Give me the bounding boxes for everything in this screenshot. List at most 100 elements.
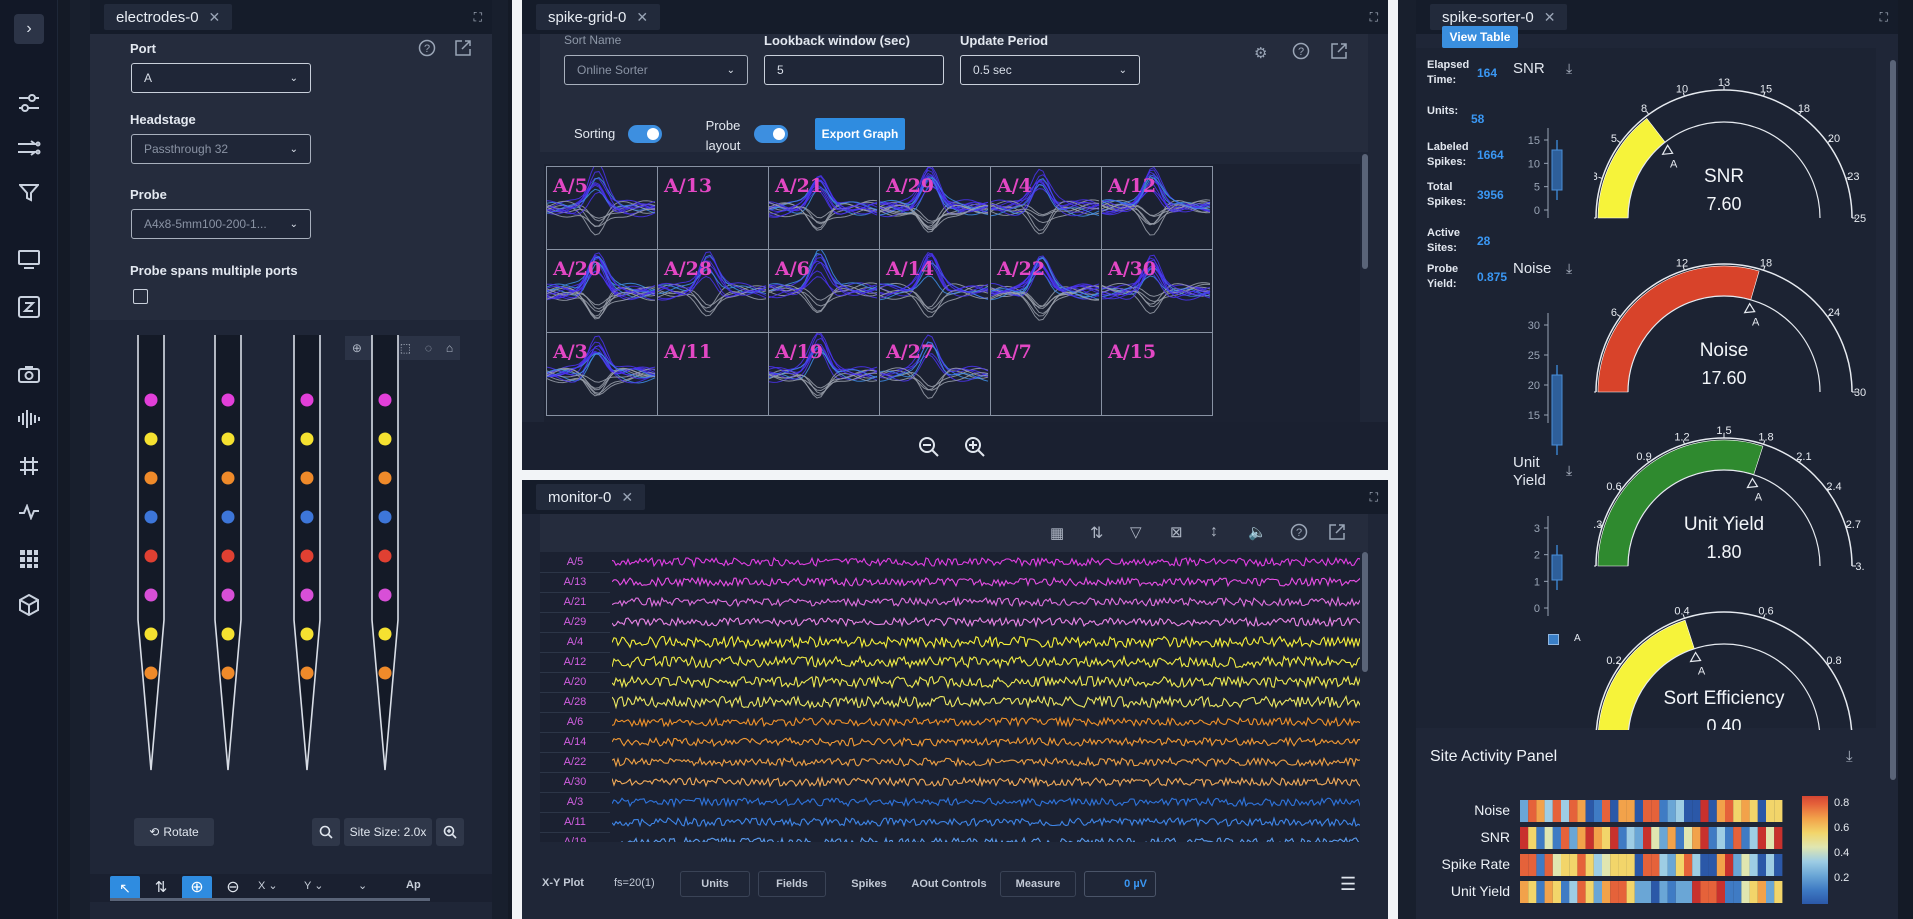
settings-gear-icon[interactable]: ⚙ (1254, 45, 1268, 62)
spike-cell[interactable]: A/3 (546, 332, 658, 416)
filter-icon[interactable]: ▽ (1130, 524, 1142, 541)
xy-plot-label[interactable]: X-Y Plot (542, 877, 584, 889)
tab-spike-sorter[interactable]: spike-sorter-0 ✕ (1430, 4, 1568, 30)
export-graph-button[interactable]: Export Graph (815, 118, 905, 150)
remove-circle-icon[interactable]: ⊖ (226, 879, 240, 896)
grid-hash-icon[interactable] (14, 451, 44, 481)
monitor-icon[interactable] (14, 245, 44, 275)
popout-icon[interactable] (1328, 523, 1346, 544)
apps-icon[interactable] (14, 544, 44, 574)
help-icon[interactable]: ? (418, 39, 436, 61)
scrollbar[interactable] (110, 898, 430, 901)
popout-icon[interactable] (454, 39, 472, 61)
units-button[interactable]: Units (680, 871, 750, 897)
zoom-out-icon[interactable] (918, 436, 940, 461)
update-period-select[interactable]: 0.5 sec ⌄ (960, 55, 1140, 85)
sorter-scrollbar[interactable] (1890, 60, 1896, 780)
z-icon[interactable] (14, 292, 44, 322)
arrows-icon[interactable] (14, 133, 44, 163)
electrode-site[interactable] (221, 432, 235, 446)
zoom-plot-icon[interactable]: ⊕ (351, 341, 362, 355)
zoom-in-icon[interactable] (964, 436, 986, 461)
popout-icon[interactable] (1330, 42, 1348, 64)
pointer-icon[interactable]: ↖ (110, 876, 140, 900)
electrode-site[interactable] (144, 627, 158, 641)
view-table-button[interactable]: View Table (1442, 26, 1518, 48)
spike-cell[interactable]: A/21 (768, 166, 880, 250)
menu-icon[interactable]: ☰ (1340, 874, 1357, 894)
electrode-site[interactable] (378, 549, 392, 563)
spike-cell[interactable]: A/12 (1101, 166, 1213, 250)
measure-button[interactable]: Measure (1000, 871, 1076, 897)
spikes-button[interactable]: Spikes (851, 878, 887, 890)
port-select[interactable]: A ⌄ (131, 63, 311, 93)
sort-list-icon[interactable]: ⇅ (154, 879, 168, 896)
tab-monitor[interactable]: monitor-0 ✕ (536, 484, 646, 510)
electrode-site[interactable] (300, 549, 314, 563)
spike-cell[interactable]: A/13 (657, 166, 769, 250)
electrode-site[interactable] (378, 471, 392, 485)
electrode-site[interactable] (378, 393, 392, 407)
rotate-button[interactable]: ⟲ Rotate (134, 818, 214, 846)
electrode-site[interactable] (300, 432, 314, 446)
maximize-icon[interactable]: ⛶ (1369, 490, 1378, 504)
probe-layout-toggle[interactable] (754, 125, 788, 143)
fields-button[interactable]: Fields (758, 871, 826, 897)
electrode-site[interactable] (300, 666, 314, 680)
grid-off-icon[interactable]: ⊠ (1170, 524, 1183, 541)
grid-scrollbar[interactable] (1362, 154, 1368, 269)
pulse-icon[interactable] (14, 497, 44, 527)
maximize-icon[interactable]: ⛶ (1369, 10, 1378, 24)
expand-sidebar-button[interactable]: › (14, 14, 44, 44)
electrode-site[interactable] (300, 471, 314, 485)
lasso-icon[interactable]: ◌ (424, 341, 432, 355)
electrode-site[interactable] (221, 393, 235, 407)
home-icon[interactable]: ⌂ (445, 341, 454, 355)
electrode-site[interactable] (144, 549, 158, 563)
box-select-icon[interactable]: ⬚ (399, 341, 412, 355)
spans-checkbox[interactable] (133, 289, 148, 304)
camera-icon[interactable] (14, 359, 44, 389)
electrode-site[interactable] (300, 588, 314, 602)
help-icon[interactable]: ? (1292, 42, 1310, 64)
trace-scrollbar[interactable] (1362, 552, 1368, 672)
spike-cell[interactable]: A/30 (1101, 249, 1213, 333)
electrode-site[interactable] (144, 432, 158, 446)
sorting-toggle[interactable] (628, 125, 662, 143)
close-icon[interactable]: ✕ (621, 488, 634, 505)
electrode-site[interactable] (144, 471, 158, 485)
sort-name-select[interactable]: Online Sorter ⌄ (564, 55, 748, 85)
spike-cell[interactable]: A/27 (879, 332, 991, 416)
zoom-out-button[interactable] (312, 818, 340, 846)
electrode-site[interactable] (300, 393, 314, 407)
close-icon[interactable]: ✕ (636, 8, 649, 25)
spike-cell[interactable]: A/20 (546, 249, 658, 333)
lookback-input[interactable]: 5 (764, 55, 944, 85)
maximize-icon[interactable]: ⛶ (473, 10, 482, 24)
sliders-icon[interactable] (14, 88, 44, 118)
close-icon[interactable]: ✕ (1543, 8, 1556, 25)
uv-input[interactable]: 0 µV (1084, 871, 1156, 897)
sort-arrows-icon[interactable]: ⇅ (1090, 525, 1104, 542)
tab-electrodes[interactable]: electrodes-0 ✕ (104, 4, 233, 30)
zoom-in-button[interactable] (436, 818, 464, 846)
electrode-site[interactable] (144, 666, 158, 680)
spike-cell[interactable]: A/14 (879, 249, 991, 333)
download-icon[interactable]: ⤓ (1566, 260, 1573, 276)
electrode-site[interactable] (378, 510, 392, 524)
electrode-site[interactable] (300, 510, 314, 524)
filter-icon[interactable] (14, 178, 44, 208)
spike-cell[interactable]: A/5 (546, 166, 658, 250)
electrode-site[interactable] (221, 666, 235, 680)
download-icon[interactable]: ⤓ (1846, 748, 1853, 765)
electrode-site[interactable] (144, 393, 158, 407)
spike-cell[interactable]: A/11 (657, 332, 769, 416)
extra-select[interactable]: ⌄ (358, 880, 368, 892)
electrode-site[interactable] (221, 510, 235, 524)
electrode-site[interactable] (221, 549, 235, 563)
close-icon[interactable]: ✕ (208, 8, 221, 25)
waveform-icon[interactable] (14, 404, 44, 434)
maximize-icon[interactable]: ⛶ (1879, 10, 1888, 24)
electrode-site[interactable] (378, 588, 392, 602)
x-axis-select[interactable]: X ⌄ (258, 880, 278, 892)
